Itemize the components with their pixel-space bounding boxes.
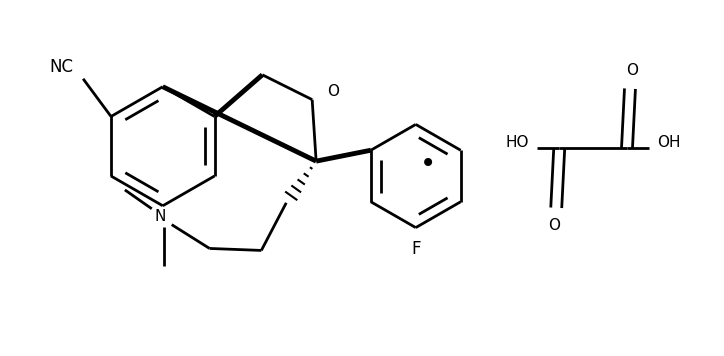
Text: •: • <box>420 150 436 178</box>
Text: O: O <box>626 63 638 78</box>
Text: NC: NC <box>49 58 73 76</box>
Text: O: O <box>548 218 560 233</box>
Text: O: O <box>327 84 339 99</box>
Text: N: N <box>154 209 165 224</box>
Text: F: F <box>411 240 421 258</box>
Text: OH: OH <box>657 135 681 150</box>
Text: HO: HO <box>505 135 529 150</box>
